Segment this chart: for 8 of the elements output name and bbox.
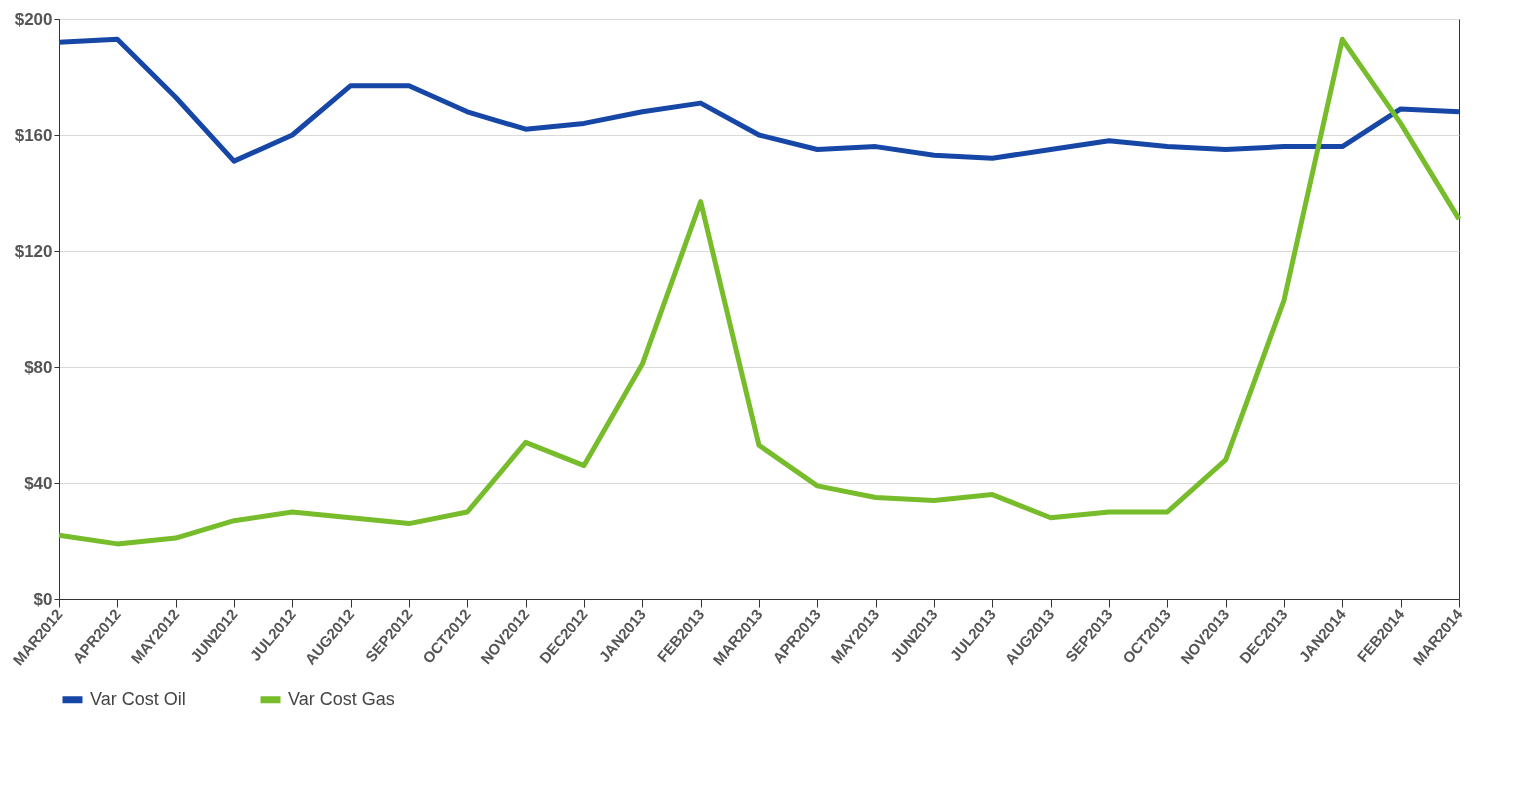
y-tick-label: $160 xyxy=(14,125,53,145)
y-tick-label: $40 xyxy=(24,473,53,493)
y-tick-label: $200 xyxy=(14,9,53,29)
y-tick-label: $80 xyxy=(24,357,53,377)
y-tick-label: $0 xyxy=(33,589,53,609)
y-tick-label: $120 xyxy=(14,241,53,261)
legend-label: Var Cost Oil xyxy=(90,688,186,709)
legend-label: Var Cost Gas xyxy=(288,688,395,709)
